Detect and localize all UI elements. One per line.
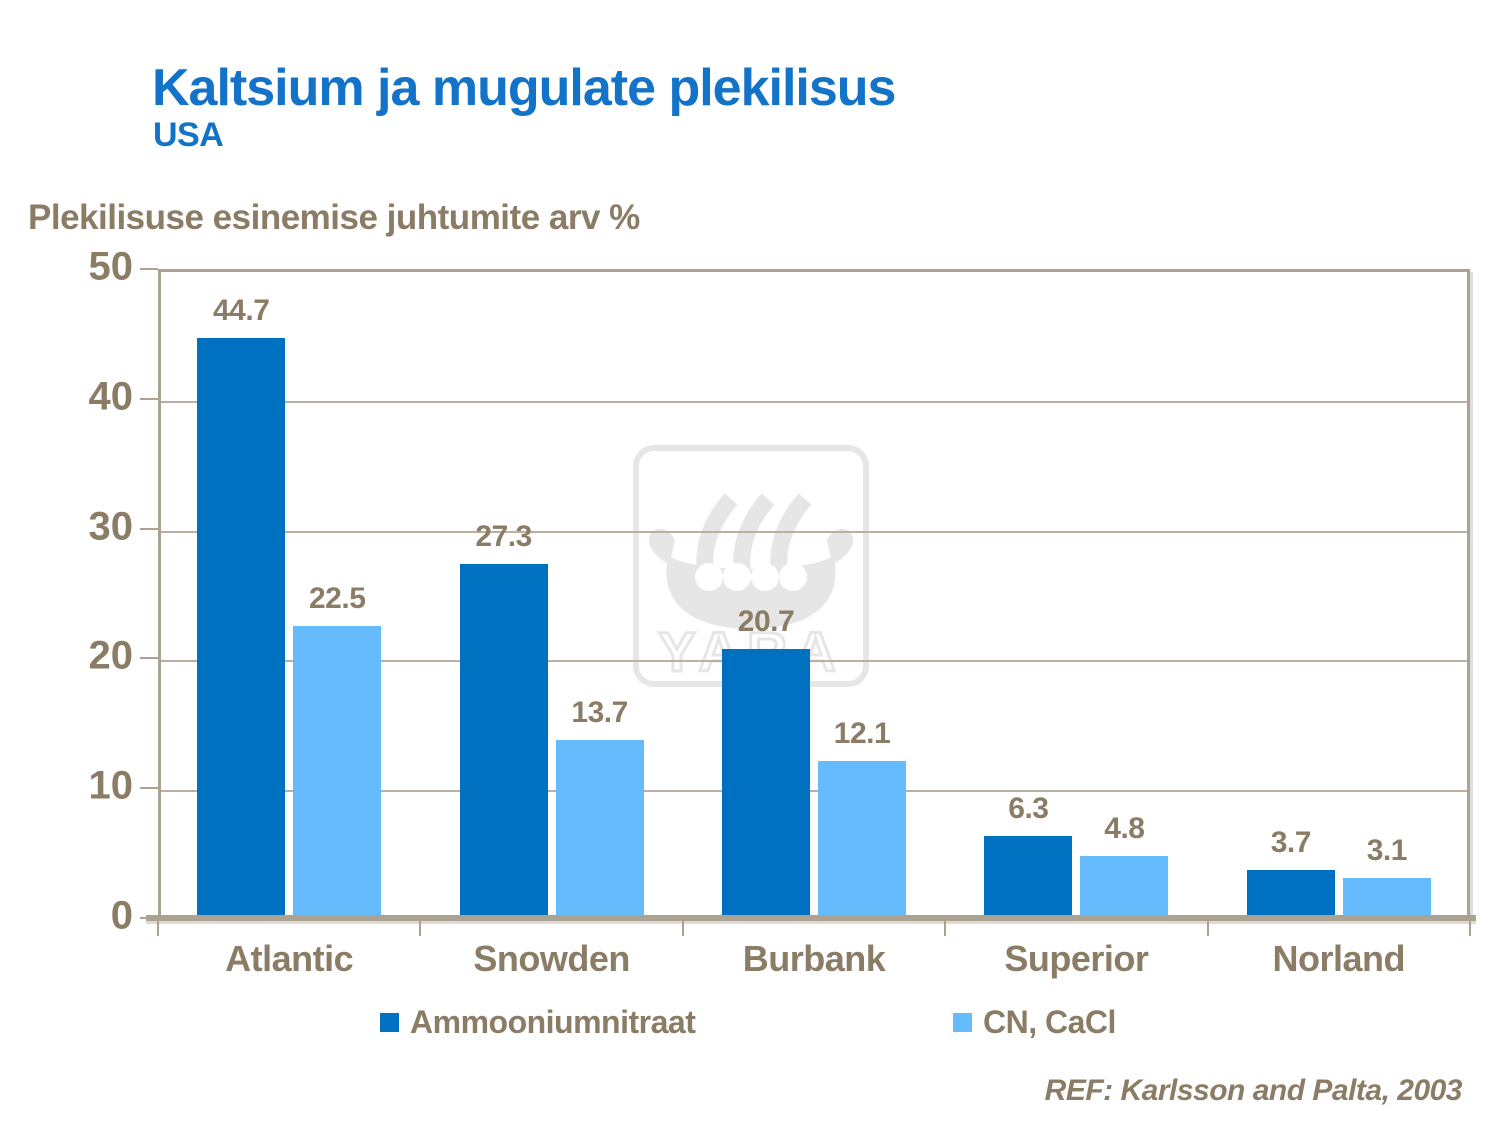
x-axis-tick	[681, 921, 684, 936]
category-label-superior: Superior	[1004, 938, 1149, 979]
category-label-atlantic: Atlantic	[225, 938, 354, 979]
bar-value-label: 6.3	[1008, 792, 1049, 826]
bar-value-label: 12.1	[833, 716, 891, 750]
bar-ammooniumnitraat-burbank	[722, 649, 810, 918]
y-axis-title: Plekilisuse esinemise juhtumite arv %	[28, 198, 640, 237]
y-tick-label: 50	[88, 244, 134, 289]
category-label-snowden: Snowden	[473, 938, 630, 979]
bar-value-label: 20.7	[737, 605, 795, 639]
y-axis-tick	[140, 657, 158, 660]
bar-ammooniumnitraat-atlantic	[197, 337, 286, 918]
gridline-40	[161, 400, 1467, 403]
bar-value-label: 22.5	[308, 581, 366, 615]
legend: Ammooniumnitraat CN, CaCl	[0, 1004, 1500, 1050]
bar-value-label: 27.3	[475, 519, 532, 553]
gridline-30	[161, 530, 1467, 533]
reference-text: REF: Karlsson and Palta, 2003	[1044, 1074, 1463, 1107]
chart-title: Kaltsium ja mugulate plekilisus	[152, 59, 896, 117]
bar-ammooniumnitraat-norland	[1246, 869, 1335, 918]
bar-cn-cacl-norland	[1342, 877, 1431, 918]
x-axis-tick	[419, 921, 422, 936]
y-tick-label: 10	[88, 763, 134, 808]
x-axis-tick	[1206, 921, 1209, 936]
bar-cn-cacl-snowden	[555, 740, 644, 918]
chart-subtitle: USA	[153, 116, 224, 154]
y-axis-tick	[140, 787, 158, 790]
bar-cn-cacl-superior	[1080, 855, 1169, 918]
bar-ammooniumnitraat-superior	[984, 836, 1073, 918]
y-axis-tick	[140, 397, 158, 400]
x-axis-tick	[157, 921, 159, 936]
y-tick-label: 30	[88, 504, 134, 549]
bar-value-label: 44.7	[212, 293, 270, 327]
legend-swatch-icon	[380, 1013, 399, 1032]
bar-ammooniumnitraat-snowden	[459, 563, 548, 918]
category-label-norland: Norland	[1272, 938, 1406, 979]
legend-item-ammooniumnitraat: Ammooniumnitraat	[380, 1004, 696, 1041]
y-tick-label: 0	[110, 893, 133, 938]
legend-label: Ammooniumnitraat	[410, 1004, 696, 1040]
y-axis-tick	[140, 268, 158, 270]
bar-value-label: 4.8	[1104, 811, 1145, 845]
gridline-10	[161, 790, 1467, 793]
bar-cn-cacl-atlantic	[293, 625, 382, 918]
y-tick-label: 40	[88, 374, 134, 419]
bar-value-label: 3.1	[1366, 833, 1408, 867]
y-tick-label: 20	[88, 634, 134, 679]
x-axis-tick	[1469, 921, 1471, 936]
bar-value-label: 3.7	[1270, 825, 1312, 859]
category-label-burbank: Burbank	[742, 938, 886, 979]
x-axis-tick	[944, 921, 947, 936]
legend-swatch-icon	[953, 1013, 972, 1032]
legend-item-cn-cacl: CN, CaCl	[953, 1004, 1116, 1041]
x-axis-line	[146, 915, 1476, 921]
gridline-20	[161, 660, 1467, 663]
y-axis-tick	[140, 527, 158, 530]
y-axis-tick	[140, 917, 158, 919]
bar-cn-cacl-burbank	[818, 760, 906, 918]
bar-value-label: 13.7	[571, 696, 628, 730]
legend-label: CN, CaCl	[983, 1004, 1116, 1040]
